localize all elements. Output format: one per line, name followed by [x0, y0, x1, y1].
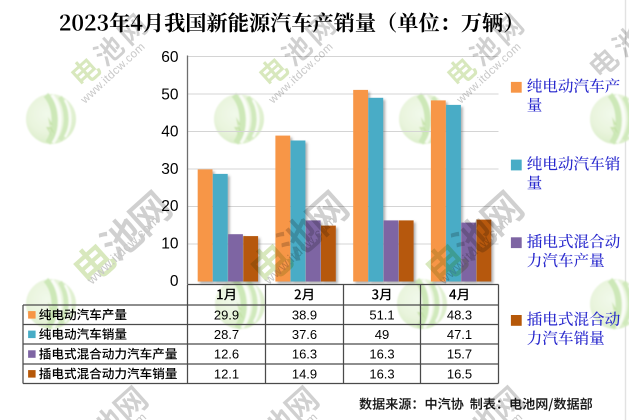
svg-text:0: 0	[170, 273, 179, 290]
svg-text:60: 60	[161, 49, 179, 66]
svg-text:37.6: 37.6	[292, 327, 317, 342]
svg-text:12.6: 12.6	[214, 347, 239, 362]
svg-text:16.3: 16.3	[369, 366, 394, 381]
svg-text:40: 40	[161, 124, 179, 141]
svg-text:49: 49	[375, 327, 389, 342]
svg-text:38.9: 38.9	[292, 307, 317, 322]
svg-text:16.3: 16.3	[292, 347, 317, 362]
svg-text:16.3: 16.3	[369, 347, 394, 362]
svg-text:28.7: 28.7	[214, 327, 239, 342]
svg-text:10: 10	[161, 236, 179, 253]
svg-text:15.7: 15.7	[447, 347, 472, 362]
svg-text:16.5: 16.5	[447, 366, 472, 381]
svg-text:47.1: 47.1	[447, 327, 472, 342]
svg-text:30: 30	[161, 161, 179, 178]
svg-text:29.9: 29.9	[214, 307, 239, 322]
svg-text:51.1: 51.1	[369, 307, 394, 322]
svg-text:12.1: 12.1	[214, 366, 239, 381]
svg-text:14.9: 14.9	[292, 366, 317, 381]
svg-text:48.3: 48.3	[447, 307, 472, 322]
svg-text:50: 50	[161, 86, 179, 103]
